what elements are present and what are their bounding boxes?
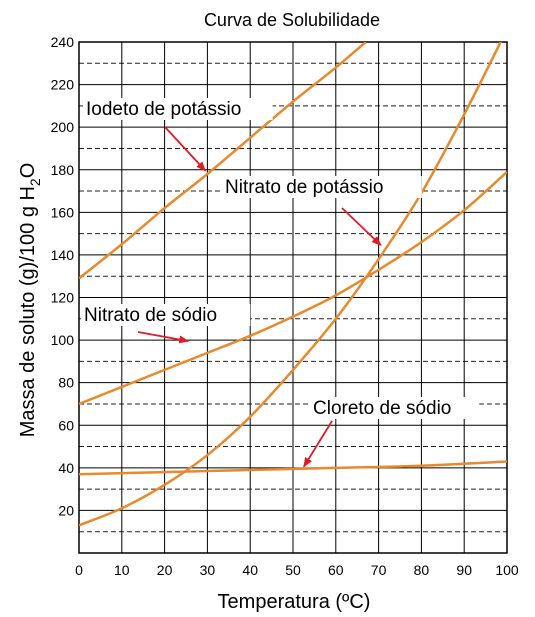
tick-labels: 0 10 20 30 40 50 60 70 80 90 100 20 40 60 80 100 120 140 1… (51, 34, 519, 578)
x-tick-label: 70 (371, 562, 387, 578)
x-tick-label: 100 (495, 562, 519, 578)
y-axis-label-tail: O (17, 163, 39, 179)
y-tick-label: 120 (51, 290, 75, 306)
series-lines (79, 42, 507, 527)
annotation-label: Nitrato de potássio (225, 177, 383, 198)
annotation-arrow (137, 331, 190, 344)
y-tick-label: 200 (51, 119, 75, 135)
y-tick-label: 60 (58, 417, 74, 433)
series-line-0 (79, 42, 367, 280)
y-axis-label-main: Massa de soluto (g)/100 g H (17, 186, 39, 437)
x-tick-label: 80 (414, 562, 430, 578)
annotations: Iodeto de potássio Nitrato de potássio Nit… (81, 98, 480, 468)
y-tick-label: 40 (58, 460, 74, 476)
annotation-background (310, 397, 480, 419)
y-tick-label: 180 (51, 162, 75, 178)
annotation-arrow (303, 420, 333, 468)
annotation-background (83, 98, 273, 120)
x-tick-label: 90 (456, 562, 472, 578)
x-tick-label: 20 (157, 562, 173, 578)
y-tick-label: 140 (51, 247, 75, 263)
y-axis-label: Massa de soluto (g)/100 g H2O (17, 163, 43, 438)
x-tick-label: 50 (285, 562, 301, 578)
annotation-background (81, 304, 251, 326)
plot-frame (78, 41, 508, 554)
series-line-2 (79, 170, 507, 406)
x-tick-label: 0 (75, 562, 83, 578)
annotation-label: Nitrato de sódio (84, 305, 217, 326)
y-axis-label-subscript: 2 (27, 178, 43, 186)
y-tick-label: 160 (51, 204, 75, 220)
annotation-label: Iodeto de potássio (86, 99, 241, 120)
chart-title: Curva de Solubilidade (204, 10, 380, 30)
x-tick-label: 40 (242, 562, 258, 578)
series-line-3 (79, 460, 507, 476)
annotation-background (222, 176, 422, 198)
y-tick-label: 80 (58, 375, 74, 391)
x-tick-label: 30 (200, 562, 216, 578)
y-tick-label: 240 (51, 34, 75, 50)
x-tick-label: 10 (114, 562, 130, 578)
y-tick-label: 20 (58, 502, 74, 518)
y-tick-label: 100 (51, 332, 75, 348)
series-line-1 (79, 42, 503, 527)
x-axis-label: Temperatura (ºC) (218, 591, 371, 613)
annotation-arrow (341, 207, 382, 246)
x-tick-label: 60 (328, 562, 344, 578)
annotation-arrow (164, 126, 207, 172)
annotation-label: Cloreto de sódio (313, 398, 451, 419)
y-tick-label: 220 (51, 77, 75, 93)
